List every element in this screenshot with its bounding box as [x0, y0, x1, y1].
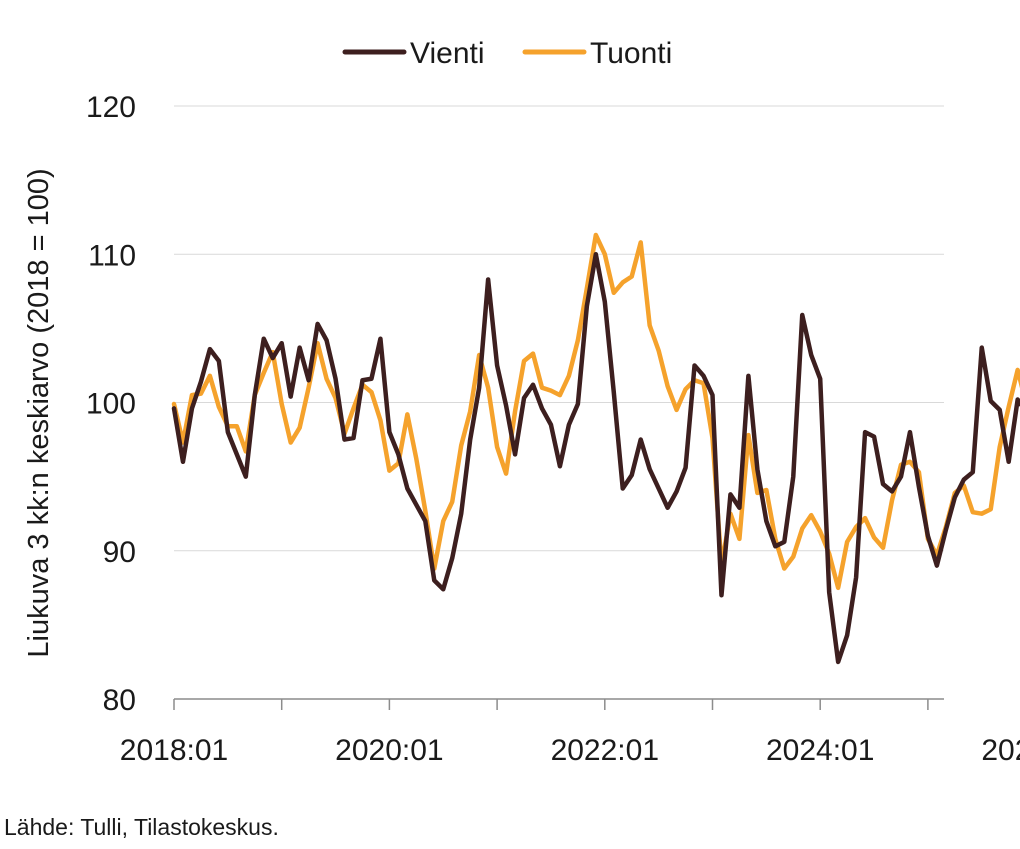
y-tick-label: 120: [86, 91, 136, 124]
y-tick-label: 110: [88, 239, 136, 272]
x-tick-label: 2018:01: [120, 734, 228, 767]
x-tick-label: 2022:01: [551, 734, 659, 767]
legend-label-tuonti: Tuonti: [590, 37, 672, 70]
gridlines: [174, 105, 944, 552]
series-line-vienti: [171, 252, 1020, 665]
y-tick-label: 90: [103, 536, 136, 569]
series-line-tuonti: [171, 232, 1020, 591]
y-axis-title: Liukuva 3 kk:n keskiarvo (2018 = 100): [23, 168, 55, 657]
x-axis: 2018:01 2020:01 2022:01 2024:01 2026:01: [120, 698, 1020, 767]
source-note: Lähde: Tulli, Tilastokeskus.: [4, 814, 279, 840]
legend-label-vienti: Vienti: [410, 37, 485, 70]
y-tick-label: 100: [86, 388, 136, 421]
x-tick-label: 2026:01: [981, 734, 1020, 767]
y-tick-label: 80: [103, 684, 136, 717]
legend: Vienti Tuonti: [342, 37, 672, 70]
x-tick-label: 2024:01: [766, 734, 874, 767]
y-axis-tick-labels: 80 90 100 110 120: [86, 91, 136, 717]
series-lines: [171, 232, 1020, 665]
x-tick-label: 2020:01: [335, 734, 443, 767]
